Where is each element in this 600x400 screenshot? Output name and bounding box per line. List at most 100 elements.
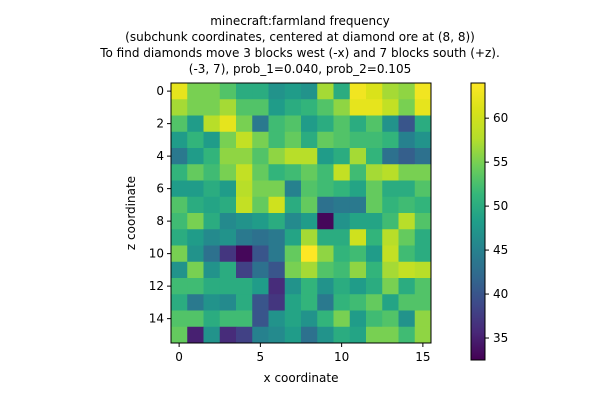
heatmap-cell	[219, 326, 237, 344]
heatmap-cell	[382, 326, 399, 344]
heatmap-cell	[366, 229, 383, 246]
heatmap-cell	[268, 99, 286, 116]
heatmap-cell	[171, 164, 188, 181]
heatmap-cell	[284, 115, 302, 133]
heatmap-cell	[268, 180, 286, 198]
heatmap-cell	[236, 83, 253, 100]
heatmap-cell	[398, 213, 416, 230]
heatmap-cell	[171, 196, 188, 214]
heatmap-cell	[317, 148, 334, 165]
heatmap-cell	[366, 164, 383, 181]
heatmap-cell	[398, 326, 416, 344]
title-line-3: To find diamonds move 3 blocks west (-x)…	[99, 46, 500, 60]
y-axis-label: z coordinate	[124, 176, 138, 250]
colorbar-tick-label: 40	[493, 287, 508, 301]
heatmap-cell	[301, 196, 318, 214]
heatmap-cell	[219, 213, 237, 230]
heatmap-cell	[382, 213, 399, 230]
heatmap-cell	[268, 213, 286, 230]
heatmap-cell	[187, 213, 204, 230]
heatmap-cell	[414, 261, 432, 279]
heatmap-cell	[366, 261, 383, 279]
heatmap-cell	[349, 294, 367, 311]
heatmap-cell	[414, 245, 432, 263]
heatmap-cell	[333, 278, 351, 295]
heatmap-cell	[203, 326, 221, 344]
heatmap-cell	[268, 131, 286, 149]
heatmap-cell	[317, 83, 334, 100]
colorbar-tick-label: 55	[493, 155, 508, 169]
heatmap-cell	[171, 213, 188, 230]
heatmap-cell	[333, 326, 351, 344]
title-line-2: (subchunk coordinates, centered at diamo…	[125, 30, 475, 44]
heatmap-cell	[317, 115, 334, 133]
heatmap-cell	[301, 99, 318, 116]
y-tick-label: 2	[156, 117, 164, 131]
heatmap-cell	[219, 278, 237, 295]
colorbar-tick-label: 50	[493, 199, 508, 213]
heatmap-cell	[301, 245, 318, 263]
heatmap-cell	[349, 213, 367, 230]
heatmap-cell	[414, 310, 432, 328]
title-line-1: minecraft:farmland frequency	[210, 14, 390, 28]
heatmap-cell	[333, 213, 351, 230]
colorbar-tick-label: 60	[493, 111, 508, 125]
heatmap-cell	[268, 164, 286, 181]
heatmap-cell	[317, 196, 334, 214]
heatmap-cell	[236, 115, 253, 133]
heatmap-cell	[171, 310, 188, 328]
y-tick-label: 4	[156, 149, 164, 163]
x-tick-label: 10	[334, 350, 349, 364]
heatmap-cell	[398, 180, 416, 198]
heatmap-cell	[171, 115, 188, 133]
heatmap-cell	[301, 278, 318, 295]
heatmap-cell	[317, 99, 334, 116]
heatmap-cell	[187, 131, 204, 149]
heatmap-cell	[187, 310, 204, 328]
heatmap-cell	[317, 278, 334, 295]
heatmap-cell	[366, 326, 383, 344]
heatmap-cell	[203, 294, 221, 311]
heatmap-cell	[171, 131, 188, 149]
heatmap-cell	[366, 148, 383, 165]
heatmap-cell	[414, 148, 432, 165]
heatmap-cell	[203, 213, 221, 230]
x-tick-label: 5	[257, 350, 265, 364]
heatmap-cell	[236, 294, 253, 311]
heatmap-cell	[252, 310, 269, 328]
heatmap-cell	[236, 261, 253, 279]
heatmap-cell	[366, 245, 383, 263]
heatmap-cell	[203, 196, 221, 214]
heatmap-cell	[398, 148, 416, 165]
heatmap-cell	[398, 278, 416, 295]
heatmap-cell	[219, 261, 237, 279]
heatmap-cell	[398, 115, 416, 133]
heatmap-cell	[252, 131, 269, 149]
heatmap-cell	[187, 83, 204, 100]
heatmap-cell	[171, 229, 188, 246]
heatmap-cell	[333, 245, 351, 263]
heatmap-cell	[171, 83, 188, 100]
heatmap-cell	[333, 196, 351, 214]
heatmap-cell	[382, 310, 399, 328]
heatmap-cell	[333, 83, 351, 100]
heatmap-cell	[187, 261, 204, 279]
y-tick-label: 12	[149, 279, 164, 293]
heatmap-cell	[268, 261, 286, 279]
heatmap-cell	[398, 310, 416, 328]
heatmap-cell	[171, 245, 188, 263]
heatmap-cell	[366, 180, 383, 198]
heatmap-cell	[203, 164, 221, 181]
heatmap-cell	[203, 180, 221, 198]
heatmap-cell	[398, 229, 416, 246]
x-tick-label: 15	[415, 350, 430, 364]
heatmap-cell	[284, 131, 302, 149]
heatmap-cell	[349, 131, 367, 149]
heatmap-cell	[366, 196, 383, 214]
heatmap-cell	[301, 148, 318, 165]
heatmap-cell	[252, 180, 269, 198]
heatmap-cell	[203, 99, 221, 116]
heatmap-cell	[236, 245, 253, 263]
heatmap-cell	[219, 99, 237, 116]
heatmap-cell	[398, 261, 416, 279]
